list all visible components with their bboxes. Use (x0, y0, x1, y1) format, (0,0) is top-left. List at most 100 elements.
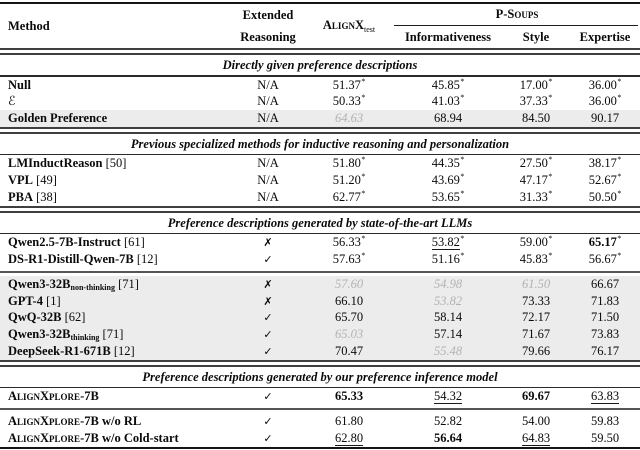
significance-star: * (548, 188, 553, 198)
column-header-extended: Extended (242, 7, 294, 22)
cross-icon: ✗ (263, 294, 273, 308)
table-row: AlignXplore-7B w/o RL ✓ 61.80 52.82 54.00 59.… (0, 413, 640, 430)
score-value: 56.64 (433, 430, 463, 445)
citation: [62] (61, 310, 86, 325)
score-value: 64.63 (334, 111, 364, 126)
score-cell: 27.50* (502, 155, 570, 172)
score-cell: 52.82 (394, 413, 502, 431)
method-name: QwQ-32B (8, 310, 62, 325)
method-suffix: w/o RL (98, 414, 142, 429)
score-value: 62.77 (332, 189, 361, 204)
check-icon: ✓ (263, 328, 273, 342)
cross-icon: ✗ (263, 277, 273, 291)
score-value: 65.17 (588, 235, 617, 250)
table-row: QwQ-32B [62] ✓ 65.70 58.14 72.17 71.50 (0, 309, 640, 326)
alignx-subscript: test (363, 25, 376, 34)
table-row: GPT-4 [1] ✗ 66.10 53.82 73.33 71.83 (0, 293, 640, 310)
score-cell: 44.35* (394, 155, 502, 172)
significance-star: * (548, 76, 553, 86)
score-cell: 38.17* (570, 155, 640, 172)
score-value: 65.03 (334, 327, 364, 342)
method-name: GPT-4 (8, 293, 43, 308)
score-cell: 63.83 (570, 388, 640, 406)
score-cell: 52.67* (570, 172, 640, 189)
score-cell: 50.50* (570, 189, 640, 206)
reasoning-cell: ✗ (232, 293, 304, 311)
score-value: 52.82 (433, 414, 463, 429)
table-row: DS-R1-Distill-Qwen-7B [12] ✓ 57.63* 51.16* 4… (0, 251, 640, 268)
score-cell: 84.50 (502, 110, 570, 127)
score-cell: 41.03* (394, 93, 502, 110)
score-cell: 54.00 (502, 413, 570, 431)
score-cell: 65.17* (570, 234, 640, 252)
score-value: 41.03 (431, 94, 460, 109)
score-cell: 59.00* (502, 234, 570, 252)
score-value: 53.65 (431, 189, 460, 204)
score-cell: 51.37* (304, 77, 394, 94)
score-cell: 62.80 (304, 430, 394, 448)
score-cell: 53.82* (394, 234, 502, 252)
score-cell: 64.83 (502, 430, 570, 448)
method-cell: Null (0, 77, 232, 94)
group-separator-rule (0, 408, 640, 411)
column-header-method: Method (8, 18, 50, 33)
method-cell: VPL [49] (0, 172, 232, 189)
score-value: 37.33 (519, 94, 548, 109)
score-value: 65.33 (334, 389, 364, 404)
score-cell: 17.00* (502, 77, 570, 94)
score-value: 38.17 (588, 156, 617, 171)
method-suffix: w/o Cold-start (98, 430, 179, 445)
score-value: 54.32 (433, 389, 463, 405)
score-cell: 53.65* (394, 189, 502, 206)
significance-star: * (460, 93, 465, 103)
reasoning-cell: ✗ (232, 234, 304, 252)
significance-star: * (617, 251, 622, 261)
reasoning-cell: ✓ (232, 343, 304, 361)
score-value: 71.67 (521, 327, 551, 342)
table-row: Golden Preference N/A 64.63 68.94 84.50 90.17 (0, 110, 640, 127)
score-cell: 45.83* (502, 251, 570, 269)
table-row: VPL [49] N/A 51.20* 43.69* 47.17* 52.67* (0, 172, 640, 189)
table-top-rule (0, 2, 640, 4)
citation: [71] (99, 327, 124, 342)
section-title: Preference descriptions generated by our… (142, 369, 498, 384)
column-header-reasoning: Reasoning (240, 29, 296, 44)
score-value: 79.66 (521, 344, 551, 359)
score-value: 71.50 (590, 310, 620, 325)
significance-star: * (460, 234, 465, 244)
column-group-psoups: P-Soups (394, 4, 640, 26)
method-cell: Golden Preference (0, 110, 232, 127)
score-cell: 59.83 (570, 413, 640, 431)
method-name: ℰ (8, 93, 16, 109)
method-cell: AlignXplore-7B w/o RL (0, 413, 232, 431)
check-icon: ✓ (263, 253, 273, 267)
table-bottom-rule (0, 446, 640, 450)
reasoning-cell: ✓ (232, 309, 304, 327)
score-cell: 68.94 (394, 110, 502, 127)
significance-star: * (460, 155, 465, 165)
reasoning-cell: ✗ (232, 276, 304, 297)
score-value: 65.70 (334, 310, 364, 325)
significance-star: * (617, 188, 622, 198)
score-value: 71.83 (590, 293, 620, 308)
score-cell: 51.16* (394, 251, 502, 269)
significance-star: * (617, 172, 622, 182)
score-cell: 76.17 (570, 343, 640, 361)
score-value: 51.20 (332, 173, 361, 188)
score-value: 45.83 (519, 252, 548, 267)
score-cell: 37.33* (502, 93, 570, 110)
method-cell: GPT-4 [1] (0, 293, 232, 311)
score-value: 73.33 (521, 293, 551, 308)
method-cell: Qwen3-32Bnon-thinking [71] (0, 276, 232, 297)
score-cell: 47.17* (502, 172, 570, 189)
significance-star: * (361, 251, 366, 261)
column-header-informativeness: Informativeness (404, 29, 492, 44)
score-value: 54.00 (521, 414, 551, 429)
table-row: ℰ N/A 50.33* 41.03* 37.33* 36.00* (0, 93, 640, 110)
significance-star: * (361, 76, 366, 86)
significance-star: * (460, 251, 465, 261)
score-value: 59.83 (590, 414, 620, 429)
citation: [50] (102, 156, 127, 171)
column-header-style: Style (522, 29, 550, 44)
score-cell: 71.83 (570, 293, 640, 311)
